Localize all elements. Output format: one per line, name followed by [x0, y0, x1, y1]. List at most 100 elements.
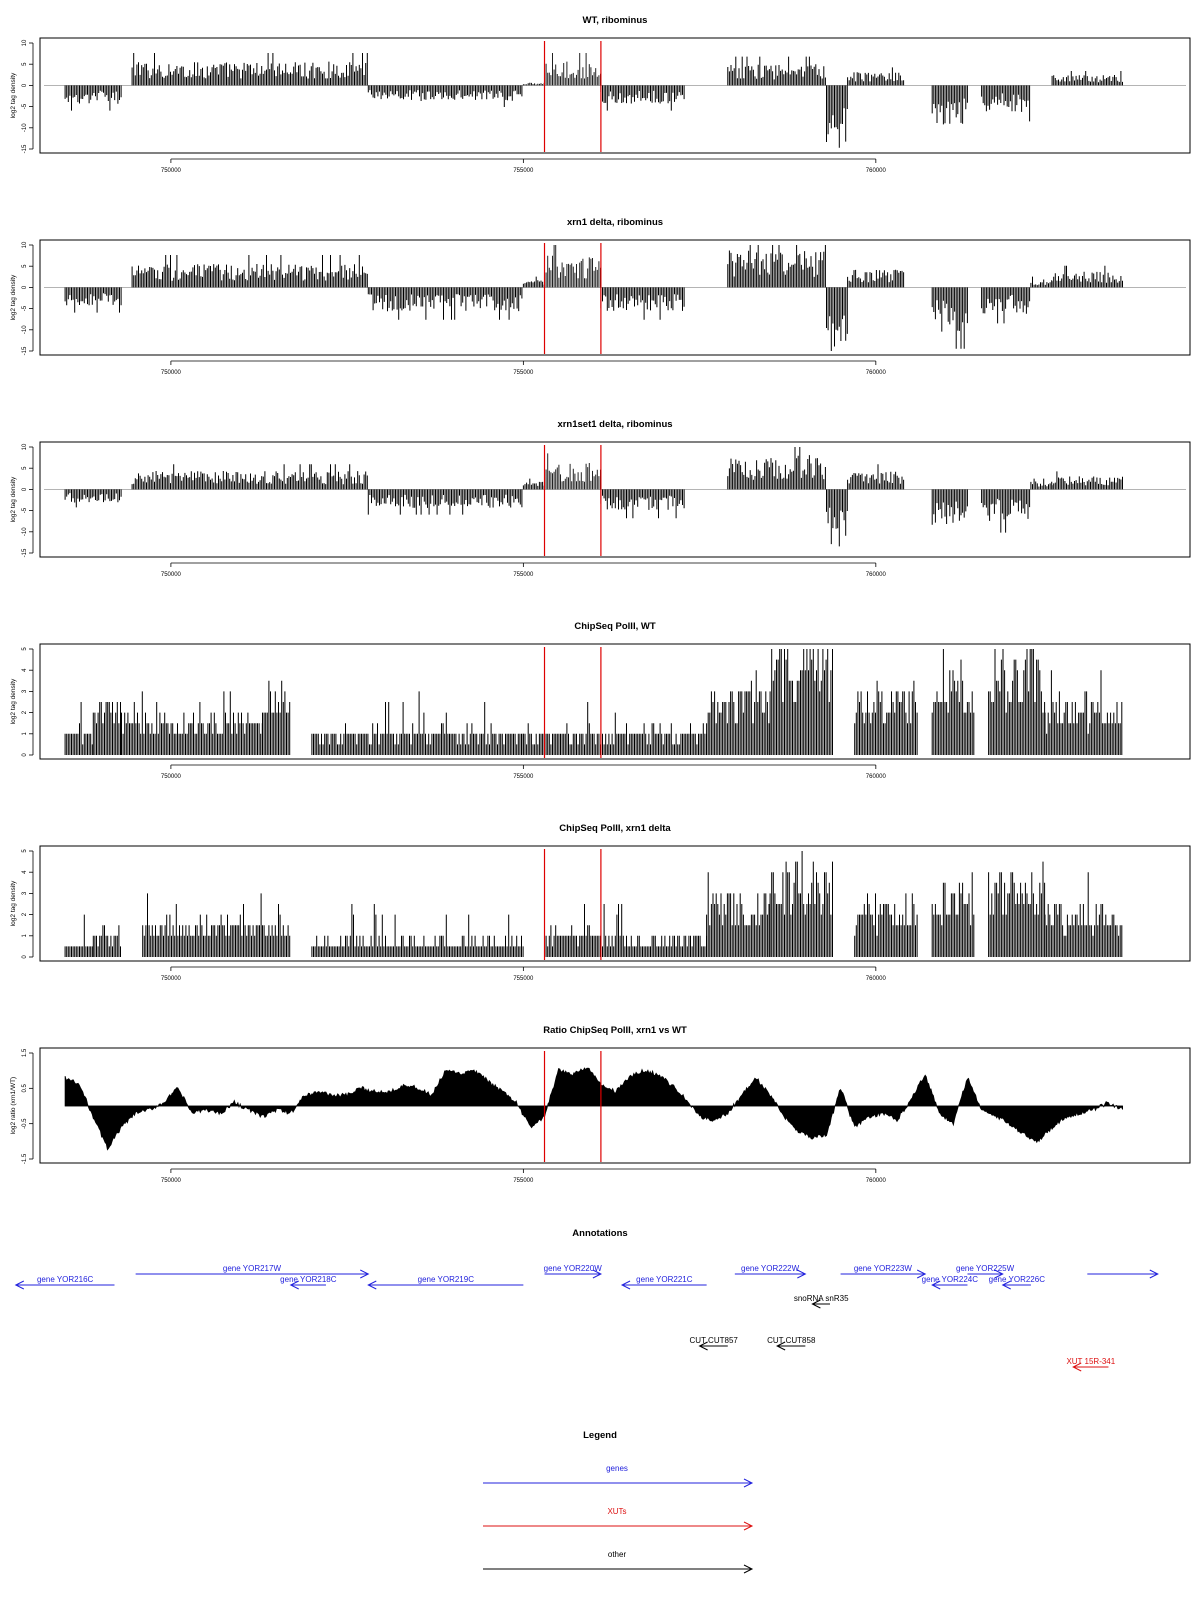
arrow-head [14, 1280, 25, 1290]
y-axis-label: log2 tag density [10, 274, 17, 320]
annotation-genes: gene YOR226C [989, 1275, 1046, 1290]
annotation-genes: gene YOR221C [620, 1275, 707, 1290]
signal-segment [544, 53, 601, 86]
arrow-head [811, 1299, 821, 1309]
y-tick-label: 3 [22, 689, 28, 693]
signal-segment [64, 287, 122, 313]
y-tick-label: -10 [22, 527, 28, 536]
legend-block: Legend genes XUTs other [483, 1430, 754, 1574]
signal-segment [600, 904, 707, 957]
x-tick-label: 760000 [866, 370, 887, 376]
annotation-genes: gene YOR220W [544, 1264, 603, 1279]
y-axis-label: log2 tag density [10, 880, 17, 926]
y-tick-label: -15 [22, 144, 28, 153]
track-panel-4: ChipSeq PolII, WT 0 1 2 3 4 5 log2 tag density 7… [10, 621, 1191, 780]
y-tick-label: 10 [22, 39, 28, 46]
annotation-features: gene YOR216C gene YOR217W gene YOR218C gene… [14, 1264, 1159, 1372]
plot-frame [39, 37, 1191, 154]
annotation-label: gene YOR216C [37, 1275, 94, 1284]
annotation-label: CUT CUT857 [690, 1336, 739, 1345]
signal-segment [600, 287, 685, 320]
signal-segment [769, 851, 833, 957]
annotation-genes: gene YOR216C [14, 1275, 115, 1290]
signal-segment [600, 489, 685, 519]
y-axis-label: log2 ratio (xrn1/WT) [10, 1077, 17, 1134]
signal-segment [847, 464, 905, 490]
y-axis-label: log2 tag density [10, 678, 17, 724]
annotation-label: gene YOR220W [544, 1264, 603, 1273]
signal-segment [544, 453, 601, 490]
x-tick-label: 760000 [866, 774, 887, 780]
x-tick-label: 750000 [161, 572, 182, 578]
y-tick-label: -15 [22, 346, 28, 355]
y-tick-label: 10 [22, 241, 28, 248]
arrow-head [797, 1269, 807, 1279]
signal-segment [131, 464, 368, 490]
signal-segment [826, 287, 848, 351]
x-tick-label: 755000 [513, 1178, 534, 1184]
y-tick-label: 2 [22, 912, 28, 916]
y-tick-label: 0 [22, 753, 28, 757]
panel-title: ChipSeq PolII, WT [574, 621, 655, 632]
signal-segment [706, 872, 770, 957]
y-tick-label: 5 [22, 849, 28, 853]
signal-segment [64, 489, 122, 508]
x-tick-label: 760000 [866, 976, 887, 982]
plot-frame [39, 239, 1191, 356]
plot-frame [39, 845, 1191, 962]
panel-title: Ratio ChipSeq PolII, xrn1 vs WT [543, 1025, 687, 1036]
signal-segment [854, 893, 918, 957]
signal-segment [727, 447, 826, 490]
annotation-label: gene YOR226C [989, 1275, 1046, 1284]
x-tick-label: 760000 [866, 1178, 887, 1184]
y-tick-label: 4 [22, 668, 28, 672]
arrow-head [360, 1269, 370, 1279]
x-tick-label: 755000 [513, 168, 534, 174]
signal-segment [262, 680, 291, 755]
data-bars [64, 851, 1123, 957]
signal-segment [1030, 478, 1053, 490]
signal-segment [311, 691, 524, 755]
arrow-head [931, 1280, 941, 1290]
signal-segment [826, 489, 848, 547]
annotation-XUTs: XUT 15R-341 [1066, 1357, 1116, 1372]
annotation-genes: gene YOR222W [734, 1264, 807, 1279]
y-tick-label: 5 [22, 647, 28, 651]
signal-segment [931, 489, 968, 525]
x-tick-label: 750000 [161, 168, 182, 174]
annotation-genes: gene YOR224C [922, 1275, 978, 1290]
data-bars [44, 245, 1186, 351]
arrow-head [698, 1341, 708, 1351]
annotation-label: gene YOR219C [418, 1275, 475, 1284]
legend-entry-XUTs: XUTs [483, 1507, 754, 1531]
y-tick-label: 2 [22, 710, 28, 714]
signal-segment [1044, 872, 1123, 957]
plot-frame [39, 1047, 1191, 1164]
signal-segment [981, 85, 1031, 122]
arrow-head [1149, 1269, 1159, 1279]
signal-segment [1051, 265, 1123, 288]
data-bars [64, 649, 1123, 755]
signal-segment [121, 691, 263, 755]
y-tick-label: -10 [22, 325, 28, 334]
y-tick-label: 1 [22, 731, 28, 735]
signal-segment [262, 904, 291, 957]
y-tick-label: 5 [22, 264, 28, 268]
signal-segment [142, 893, 262, 957]
track-panel-2: xrn1 delta, ribominus -15 -10 -5 0 5 10 log2 ta… [10, 217, 1191, 376]
annotation-label: XUT 15R-341 [1066, 1357, 1115, 1366]
annotation-label: gene YOR217W [223, 1264, 282, 1273]
legend-label: XUTs [607, 1507, 626, 1516]
signal-segment [706, 670, 770, 755]
legend-entry-genes: genes [483, 1464, 754, 1488]
data-bars [44, 53, 1186, 148]
annotation-other: CUT CUT857 [690, 1336, 739, 1351]
signal-segment [727, 245, 826, 288]
signal-segment [847, 269, 905, 288]
signal-segment [367, 287, 523, 320]
arrow-head [916, 1269, 927, 1279]
signal-segment [988, 649, 1046, 755]
arrow-head [289, 1280, 299, 1290]
x-tick-label: 755000 [513, 774, 534, 780]
